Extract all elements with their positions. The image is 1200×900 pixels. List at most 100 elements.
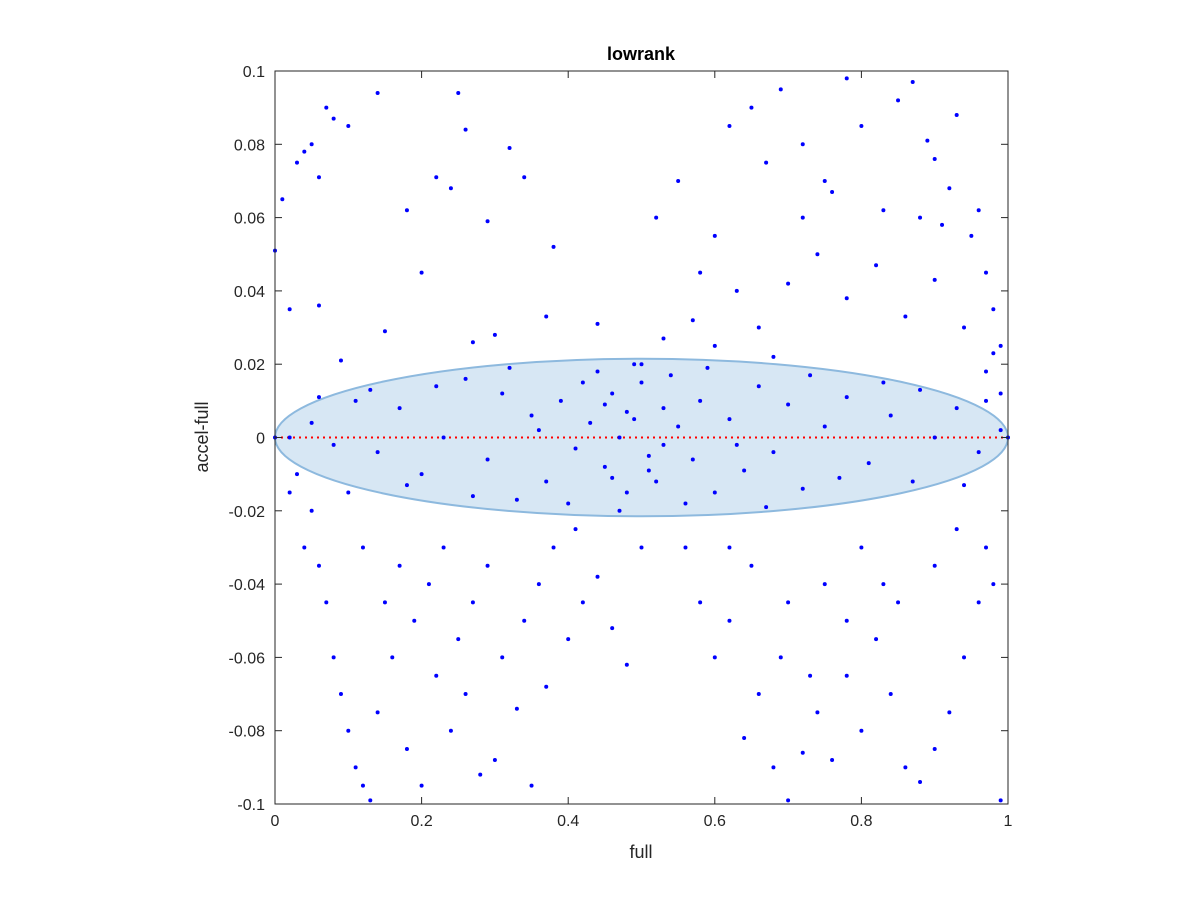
data-point xyxy=(866,461,871,466)
data-point xyxy=(896,600,901,605)
data-point xyxy=(932,747,937,752)
data-point xyxy=(881,380,886,385)
y-tick-label: -0.04 xyxy=(229,577,266,594)
data-point xyxy=(588,420,593,425)
data-point xyxy=(932,277,937,282)
data-point xyxy=(888,692,893,697)
data-point xyxy=(624,490,629,495)
data-point xyxy=(368,798,373,803)
data-point xyxy=(918,780,923,785)
data-point xyxy=(353,398,358,403)
data-point xyxy=(346,490,351,495)
x-axis-ticks: 0 0.2 0.4 0.6 0.8 1 xyxy=(271,71,1013,830)
data-point xyxy=(441,545,446,550)
data-point xyxy=(580,380,585,385)
data-point xyxy=(566,637,571,642)
y-axis-title: accel-full xyxy=(192,401,212,472)
x-tick-label: 0.6 xyxy=(704,813,726,830)
data-point xyxy=(874,263,879,268)
data-point xyxy=(419,270,424,275)
data-point xyxy=(786,281,791,286)
data-point xyxy=(287,490,292,495)
data-point xyxy=(500,391,505,396)
data-point xyxy=(998,428,1003,433)
data-point xyxy=(698,270,703,275)
data-point xyxy=(903,314,908,319)
data-point xyxy=(778,655,783,660)
data-point xyxy=(727,618,732,623)
data-point xyxy=(610,626,615,631)
data-point xyxy=(610,391,615,396)
data-point xyxy=(830,758,835,763)
data-point xyxy=(514,497,519,502)
data-point xyxy=(360,545,365,550)
data-point xyxy=(676,424,681,429)
data-point xyxy=(764,505,769,510)
data-point xyxy=(742,736,747,741)
data-point xyxy=(529,413,534,418)
y-tick-label: 0 xyxy=(256,431,265,448)
data-point xyxy=(800,486,805,491)
data-point xyxy=(881,208,886,213)
data-point xyxy=(698,600,703,605)
data-point xyxy=(485,563,490,568)
data-point xyxy=(419,783,424,788)
data-point xyxy=(529,783,534,788)
data-point xyxy=(910,79,915,84)
data-point xyxy=(287,307,292,312)
data-point xyxy=(492,758,497,763)
data-point xyxy=(727,123,732,128)
data-point xyxy=(302,149,307,154)
data-point xyxy=(742,468,747,473)
data-point xyxy=(331,655,336,660)
data-point xyxy=(998,798,1003,803)
data-point xyxy=(844,76,849,81)
y-tick-label: -0.08 xyxy=(229,724,266,741)
data-point xyxy=(404,747,409,752)
data-point xyxy=(507,365,512,370)
data-point xyxy=(844,673,849,678)
data-point xyxy=(382,600,387,605)
data-point xyxy=(448,186,453,191)
data-point xyxy=(522,618,527,623)
data-point xyxy=(962,483,967,488)
data-point xyxy=(668,373,673,378)
data-point xyxy=(947,186,952,191)
data-point xyxy=(749,563,754,568)
data-point xyxy=(617,508,622,513)
data-point xyxy=(888,413,893,418)
data-point xyxy=(456,637,461,642)
data-point xyxy=(734,288,739,293)
data-point xyxy=(470,494,475,499)
data-point xyxy=(551,545,556,550)
data-point xyxy=(764,160,769,165)
data-point xyxy=(976,208,981,213)
data-point xyxy=(932,435,937,440)
data-point xyxy=(947,710,952,715)
data-point xyxy=(302,545,307,550)
data-point xyxy=(940,222,945,227)
data-point xyxy=(756,692,761,697)
data-point xyxy=(749,105,754,110)
data-point xyxy=(756,325,761,330)
data-point xyxy=(412,618,417,623)
data-point xyxy=(375,450,380,455)
data-point xyxy=(500,655,505,660)
x-tick-label: 0.4 xyxy=(557,813,579,830)
data-point xyxy=(463,692,468,697)
data-point xyxy=(844,395,849,400)
x-tick-label: 0.2 xyxy=(410,813,432,830)
data-point xyxy=(522,175,527,180)
data-point xyxy=(353,765,358,770)
data-point xyxy=(815,252,820,257)
y-tick-label: 0.02 xyxy=(234,357,265,374)
data-point xyxy=(984,270,989,275)
data-point xyxy=(874,637,879,642)
data-point xyxy=(404,483,409,488)
data-point xyxy=(654,479,659,484)
data-point xyxy=(998,391,1003,396)
y-tick-label: 0.04 xyxy=(234,284,265,301)
y-tick-label: -0.1 xyxy=(237,797,265,814)
data-point xyxy=(844,296,849,301)
